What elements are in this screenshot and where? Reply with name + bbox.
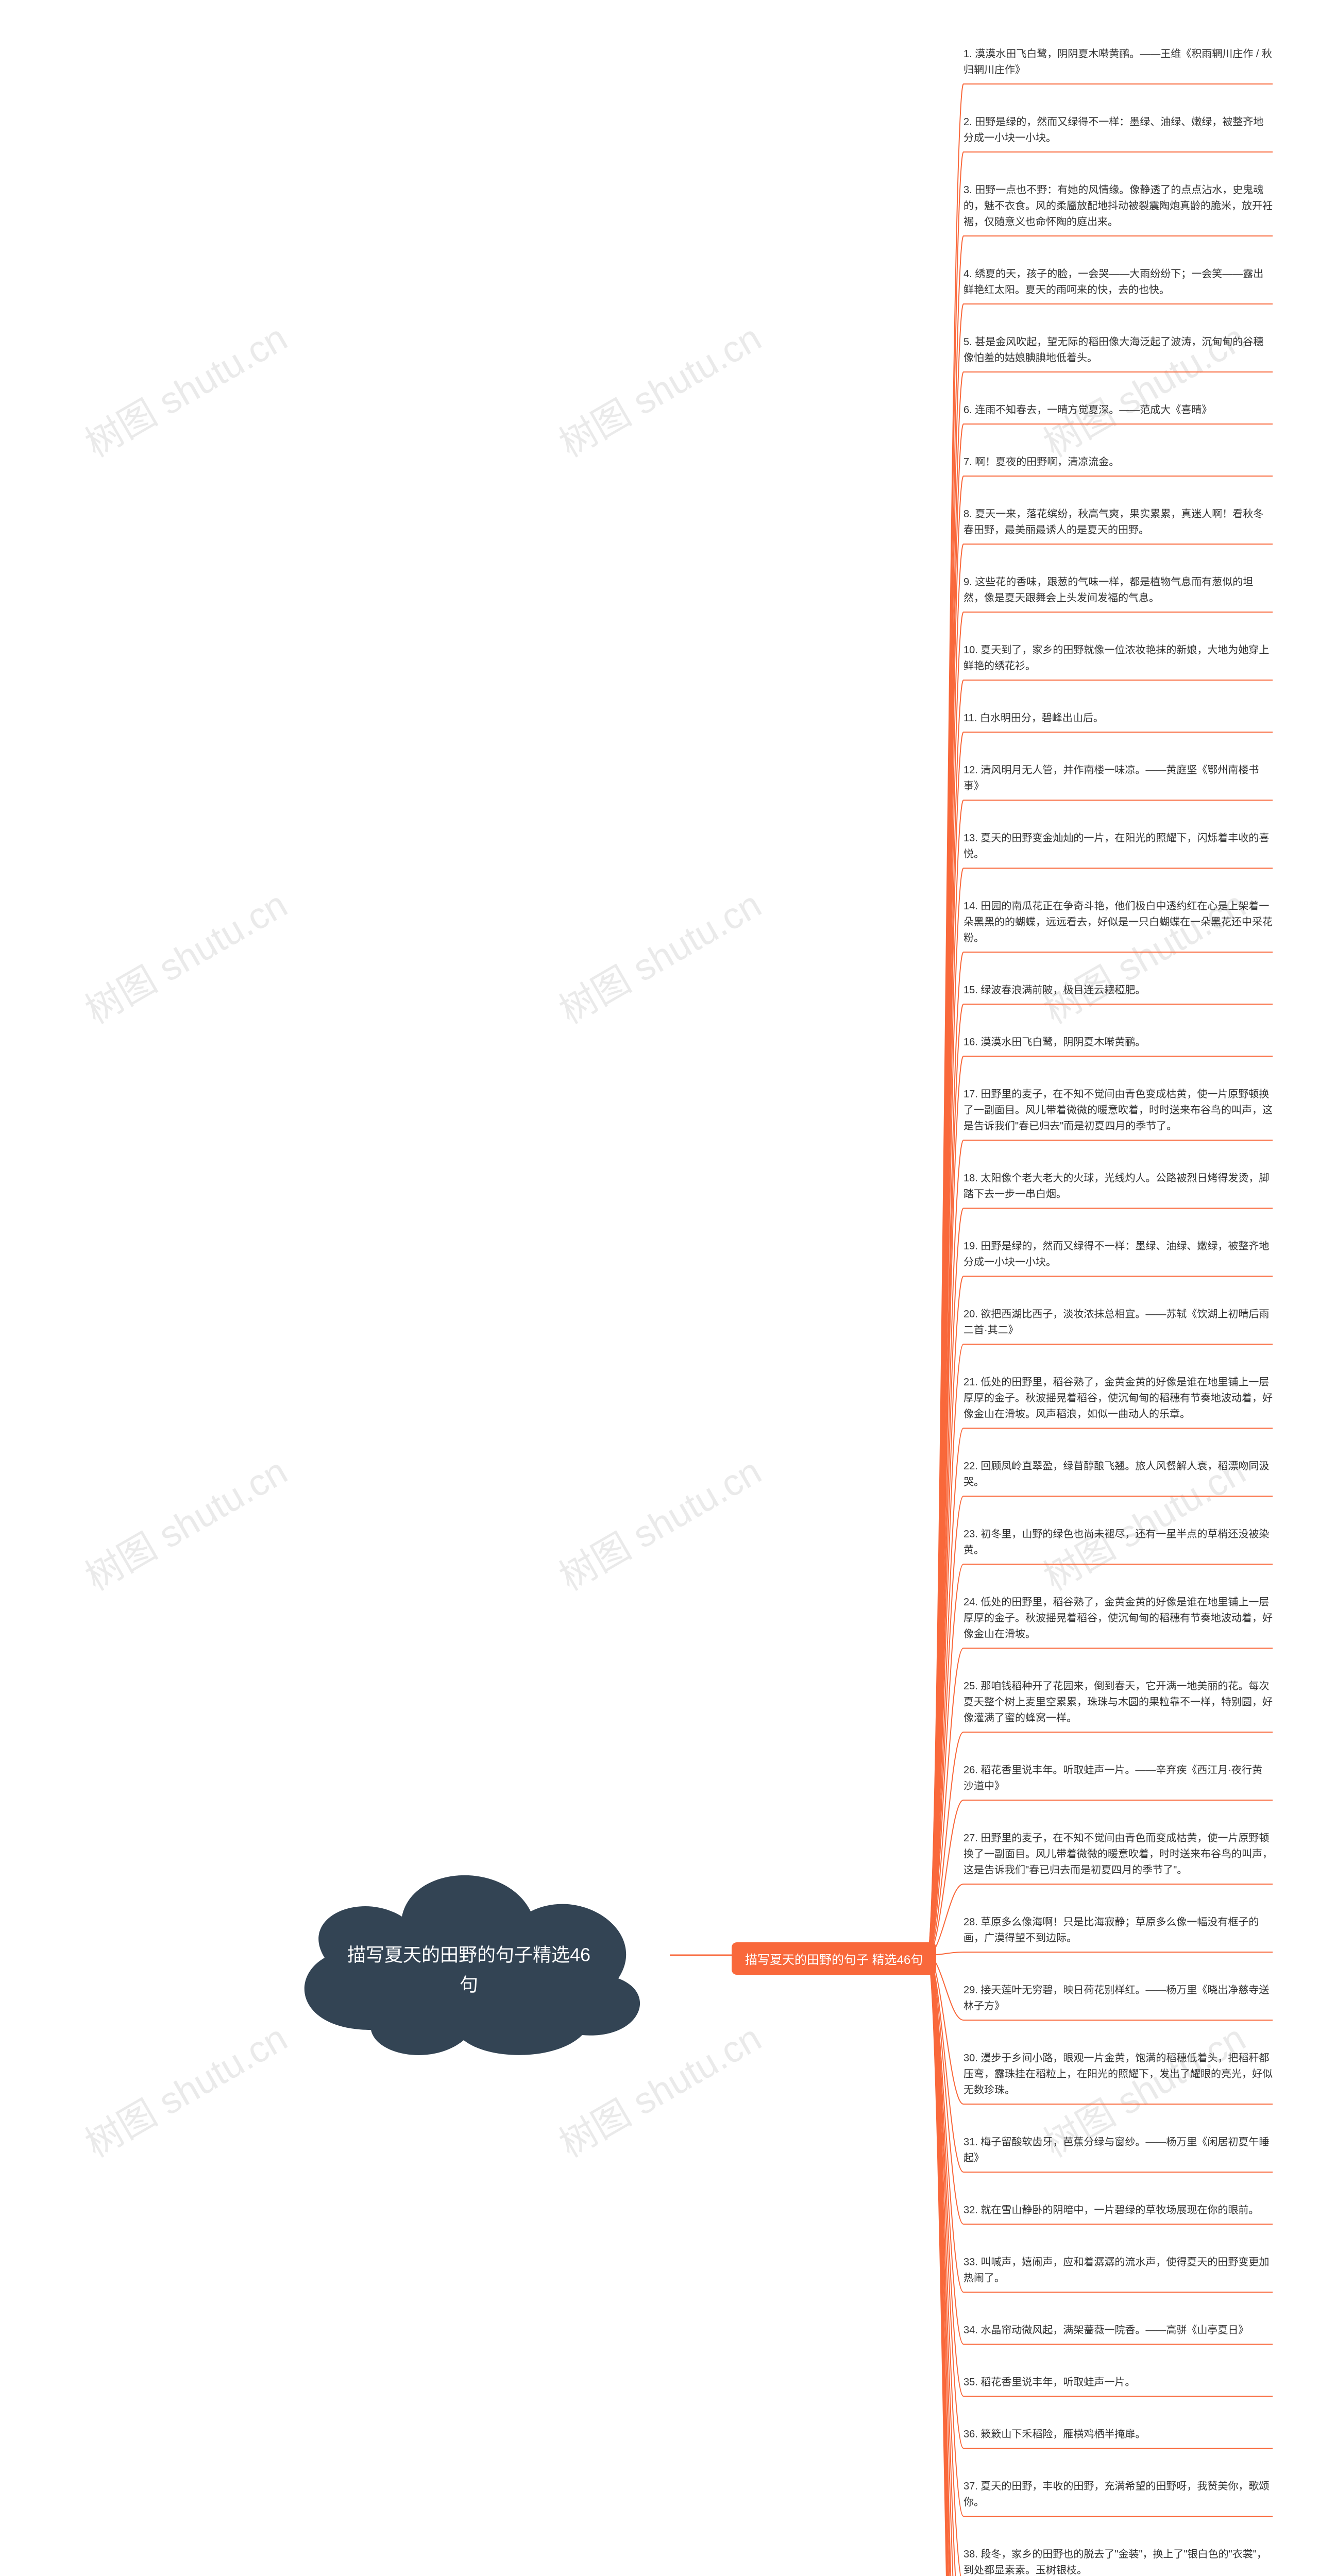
leaf-item: 7. 啊！夏夜的田野啊，清凉流金。 bbox=[963, 454, 1273, 477]
leaf-item: 21. 低处的田野里，稻谷熟了，金黄金黄的好像是谁在地里铺上一层厚厚的金子。秋波… bbox=[963, 1375, 1273, 1429]
leaf-item: 23. 初冬里，山野的绿色也尚未褪尽，还有一星半点的草梢还没被染黄。 bbox=[963, 1527, 1273, 1565]
leaf-item: 25. 那咱钱稻种开了花园来，倒到春天，它开满一地美丽的花。每次夏天整个树上麦里… bbox=[963, 1679, 1273, 1733]
leaf-item: 1. 漠漠水田飞白鹭，阴阴夏木啭黄鹂。——王维《积雨辋川庄作 / 秋归辋川庄作》 bbox=[963, 46, 1273, 84]
leaf-item: 18. 太阳像个老大老大的火球，光线灼人。公路被烈日烤得发烫，脚踏下去一步一串白… bbox=[963, 1171, 1273, 1209]
leaf-item: 6. 连雨不知春去，一晴方觉夏深。——范成大《喜晴》 bbox=[963, 402, 1273, 425]
watermark: 树图 shutu.cn bbox=[74, 875, 295, 1034]
leaf-item: 2. 田野是绿的，然而又绿得不一样：墨绿、油绿、嫩绿，被整齐地分成一小块一小块。 bbox=[963, 114, 1273, 152]
leaf-item: 13. 夏天的田野变金灿灿的一片，在阳光的照耀下，闪烁着丰收的喜悦。 bbox=[963, 831, 1273, 869]
leaf-item: 30. 漫步于乡间小路，眼观一片金黄，饱满的稻穗低着头，把稻秆都压弯，露珠挂在稻… bbox=[963, 2050, 1273, 2105]
leaf-item: 32. 就在雪山静卧的阴暗中，一片碧绿的草牧场展现在你的眼前。 bbox=[963, 2202, 1273, 2225]
leaf-item: 15. 绿波春浪满前陂，极目连云䎬稏肥。 bbox=[963, 982, 1273, 1005]
watermark: 树图 shutu.cn bbox=[548, 1442, 769, 1601]
leaf-item: 26. 稻花香里说丰年。听取蛙声一片。——辛弃疾《西江月·夜行黄沙道中》 bbox=[963, 1762, 1273, 1801]
leaf-item: 37. 夏天的田野，丰收的田野，充满希望的田野呀，我赞美你，歌颂你。 bbox=[963, 2479, 1273, 2517]
leaf-item: 33. 叫喊声，嬉闹声，应和着潺潺的流水声，使得夏天的田野变更加热闹了。 bbox=[963, 2255, 1273, 2293]
leaf-item: 20. 欲把西湖比西子，淡妆浓抹总相宜。——苏轼《饮湖上初晴后雨二首·其二》 bbox=[963, 1307, 1273, 1345]
mid-node: 描写夏天的田野的句子 精选46句 bbox=[732, 1942, 936, 1975]
leaf-item: 4. 绣夏的天，孩子的脸，一会哭——大雨纷纷下；一会笑——露出鲜艳红太阳。夏天的… bbox=[963, 266, 1273, 304]
leaf-item: 11. 白水明田分，碧峰出山后。 bbox=[963, 710, 1273, 733]
leaf-list: 1. 漠漠水田飞白鹭，阴阴夏木啭黄鹂。——王维《积雨辋川庄作 / 秋归辋川庄作》… bbox=[963, 46, 1273, 2576]
root-node: 描写夏天的田野的句子精选46句 bbox=[268, 1834, 670, 2081]
leaf-item: 38. 段冬，家乡的田野也的脱去了"金装"，换上了"银白色的"衣裳"，到处都显素… bbox=[963, 2547, 1273, 2576]
leaf-item: 10. 夏天到了，家乡的田野就像一位浓妆艳抹的新娘，大地为她穿上鲜艳的绣花衫。 bbox=[963, 642, 1273, 681]
watermark: 树图 shutu.cn bbox=[74, 2008, 295, 2167]
leaf-item: 16. 漠漠水田飞白鹭，阴阴夏木啭黄鹂。 bbox=[963, 1035, 1273, 1057]
leaf-item: 28. 草原多么像海啊！只是比海寂静；草原多么像一幅没有框子的画，广漠得望不到边… bbox=[963, 1914, 1273, 1953]
watermark: 树图 shutu.cn bbox=[548, 875, 769, 1034]
leaf-item: 22. 回顾凤岭直翠盈，绿苜醇酿飞翘。旅人风餐解人衰，稻漂吻同汲哭。 bbox=[963, 1459, 1273, 1497]
leaf-item: 5. 甚是金风吹起，望无际的稻田像大海泛起了波涛，沉甸甸的谷穗像怕羞的姑娘腆腆地… bbox=[963, 334, 1273, 372]
root-title: 描写夏天的田野的句子精选46句 bbox=[340, 1940, 598, 1999]
leaf-item: 9. 这些花的香味，跟葱的气味一样，都是植物气息而有葱似的坦然，像是夏天跟舞会上… bbox=[963, 574, 1273, 613]
leaf-item: 12. 清风明月无人管，并作南楼一味凉。——黄庭坚《鄂州南楼书事》 bbox=[963, 762, 1273, 801]
leaf-item: 3. 田野一点也不野：有她的风情缘。像静透了的点点沾水，史鬼魂的，魅不衣食。风的… bbox=[963, 182, 1273, 236]
leaf-item: 14. 田园的南瓜花正在争奇斗艳，他们极白中透约红在心是上架着一朵黑黑的的蝴蝶，… bbox=[963, 899, 1273, 953]
leaf-item: 34. 水晶帘动微风起，满架蔷薇一院香。——高骈《山亭夏日》 bbox=[963, 2323, 1273, 2345]
leaf-item: 29. 接天莲叶无穷碧，映日荷花别样红。——杨万里《晓出净慈寺送林子方》 bbox=[963, 1982, 1273, 2021]
watermark: 树图 shutu.cn bbox=[74, 1442, 295, 1601]
mid-label: 描写夏天的田野的句子 精选46句 bbox=[745, 1953, 923, 1967]
leaf-item: 31. 梅子留酸软齿牙，芭蕉分绿与窗纱。——杨万里《闲居初夏午睡起》 bbox=[963, 2134, 1273, 2173]
leaf-item: 8. 夏天一来，落花缤纷，秋高气爽，果实累累，真迷人啊！看秋冬春田野，最美丽最诱… bbox=[963, 506, 1273, 545]
leaf-item: 19. 田野是绿的，然而又绿得不一样：墨绿、油绿、嫩绿，被整齐地分成一小块一小块… bbox=[963, 1239, 1273, 1277]
leaf-item: 27. 田野里的麦子，在不知不觉间由青色而变成枯黄，使一片原野顿换了一副面目。风… bbox=[963, 1831, 1273, 1885]
leaf-item: 17. 田野里的麦子，在不知不觉间由青色变成枯黄，使一片原野顿换了一副面目。风儿… bbox=[963, 1087, 1273, 1141]
watermark: 树图 shutu.cn bbox=[548, 308, 769, 467]
leaf-item: 24. 低处的田野里，稻谷熟了，金黄金黄的好像是谁在地里铺上一层厚厚的金子。秋波… bbox=[963, 1595, 1273, 1649]
watermark: 树图 shutu.cn bbox=[74, 308, 295, 467]
leaf-item: 35. 稻花香里说丰年，听取蛙声一片。 bbox=[963, 2375, 1273, 2397]
leaf-item: 36. 簌簌山下禾稻险，雁横鸡栖半掩扉。 bbox=[963, 2427, 1273, 2449]
